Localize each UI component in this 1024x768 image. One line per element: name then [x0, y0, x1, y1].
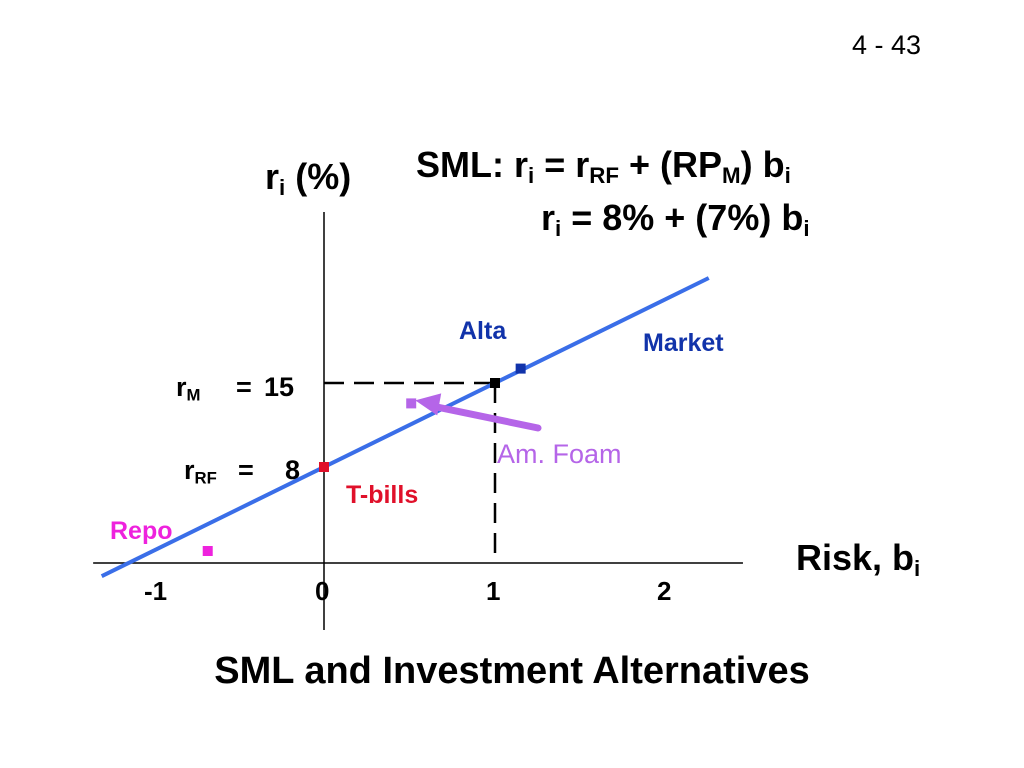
eq2-sub-b: i	[803, 216, 810, 242]
eq1-part-d: ) b	[740, 144, 785, 185]
sml-equation-numeric: ri = 8% + (7%) bi	[541, 197, 810, 242]
x-axis-label: Risk, bi	[796, 537, 921, 582]
am-foam-point	[406, 398, 417, 409]
rrf-label: r	[184, 455, 195, 485]
am-foam-arrow-head	[415, 393, 442, 416]
eq2-part-a: r	[541, 197, 556, 238]
x-tick-label: 2	[657, 576, 671, 606]
y-axis-label-main: r	[265, 156, 280, 197]
x-axis-label-sub: i	[914, 556, 921, 582]
alta-label: Alta	[459, 317, 507, 345]
x-tick-label: 0	[315, 576, 329, 606]
sml-equation-general: SML: ri = rRF + (RPM) bi	[416, 144, 791, 189]
y-axis-label-rest: (%)	[285, 156, 352, 197]
eq1-sub-d: i	[784, 163, 791, 189]
eq1-sub-c: M	[722, 163, 741, 189]
eq2-sub-a: i	[555, 216, 562, 242]
rrf-level-label: rRF	[184, 455, 217, 488]
eq1-part-b: = r	[534, 144, 590, 185]
eq1-part-c: + (RP	[619, 144, 723, 185]
am-foam-arrow-shaft	[425, 401, 542, 432]
rm-value: 15	[264, 372, 295, 402]
rrf-equals: =	[238, 455, 254, 485]
eq1-sub-b: RF	[589, 163, 619, 189]
rm-level-label: rM	[176, 372, 201, 405]
sml-line	[100, 276, 710, 578]
market-point	[490, 378, 500, 388]
eq2-part-b: = 8% + (7%) b	[561, 197, 804, 238]
rrf-value: 8	[285, 455, 301, 485]
x-axis-label-main: Risk, b	[796, 537, 915, 578]
repo-point	[202, 546, 213, 556]
eq1-sub-a: i	[528, 163, 535, 189]
y-axis-label-sub: i	[279, 175, 286, 201]
rrf-label-sub: RF	[194, 468, 217, 488]
t-bills-point	[319, 462, 329, 472]
rm-label: r	[176, 372, 187, 402]
alta-point	[515, 363, 526, 374]
repo-label: Repo	[110, 517, 173, 545]
eq1-part-a: SML: r	[416, 144, 528, 185]
rm-label-sub: M	[186, 385, 201, 405]
am-foam-label: Am. Foam	[497, 439, 622, 469]
x-tick-label: 1	[486, 576, 500, 606]
market-label: Market	[643, 329, 724, 357]
rm-equals: =	[236, 372, 252, 402]
t-bills-label: T-bills	[346, 481, 419, 509]
slide-title: SML and Investment Alternatives	[214, 650, 810, 692]
y-axis-label: ri (%)	[265, 156, 352, 201]
x-tick-label: -1	[144, 576, 167, 606]
page-number: 4 - 43	[852, 30, 922, 60]
